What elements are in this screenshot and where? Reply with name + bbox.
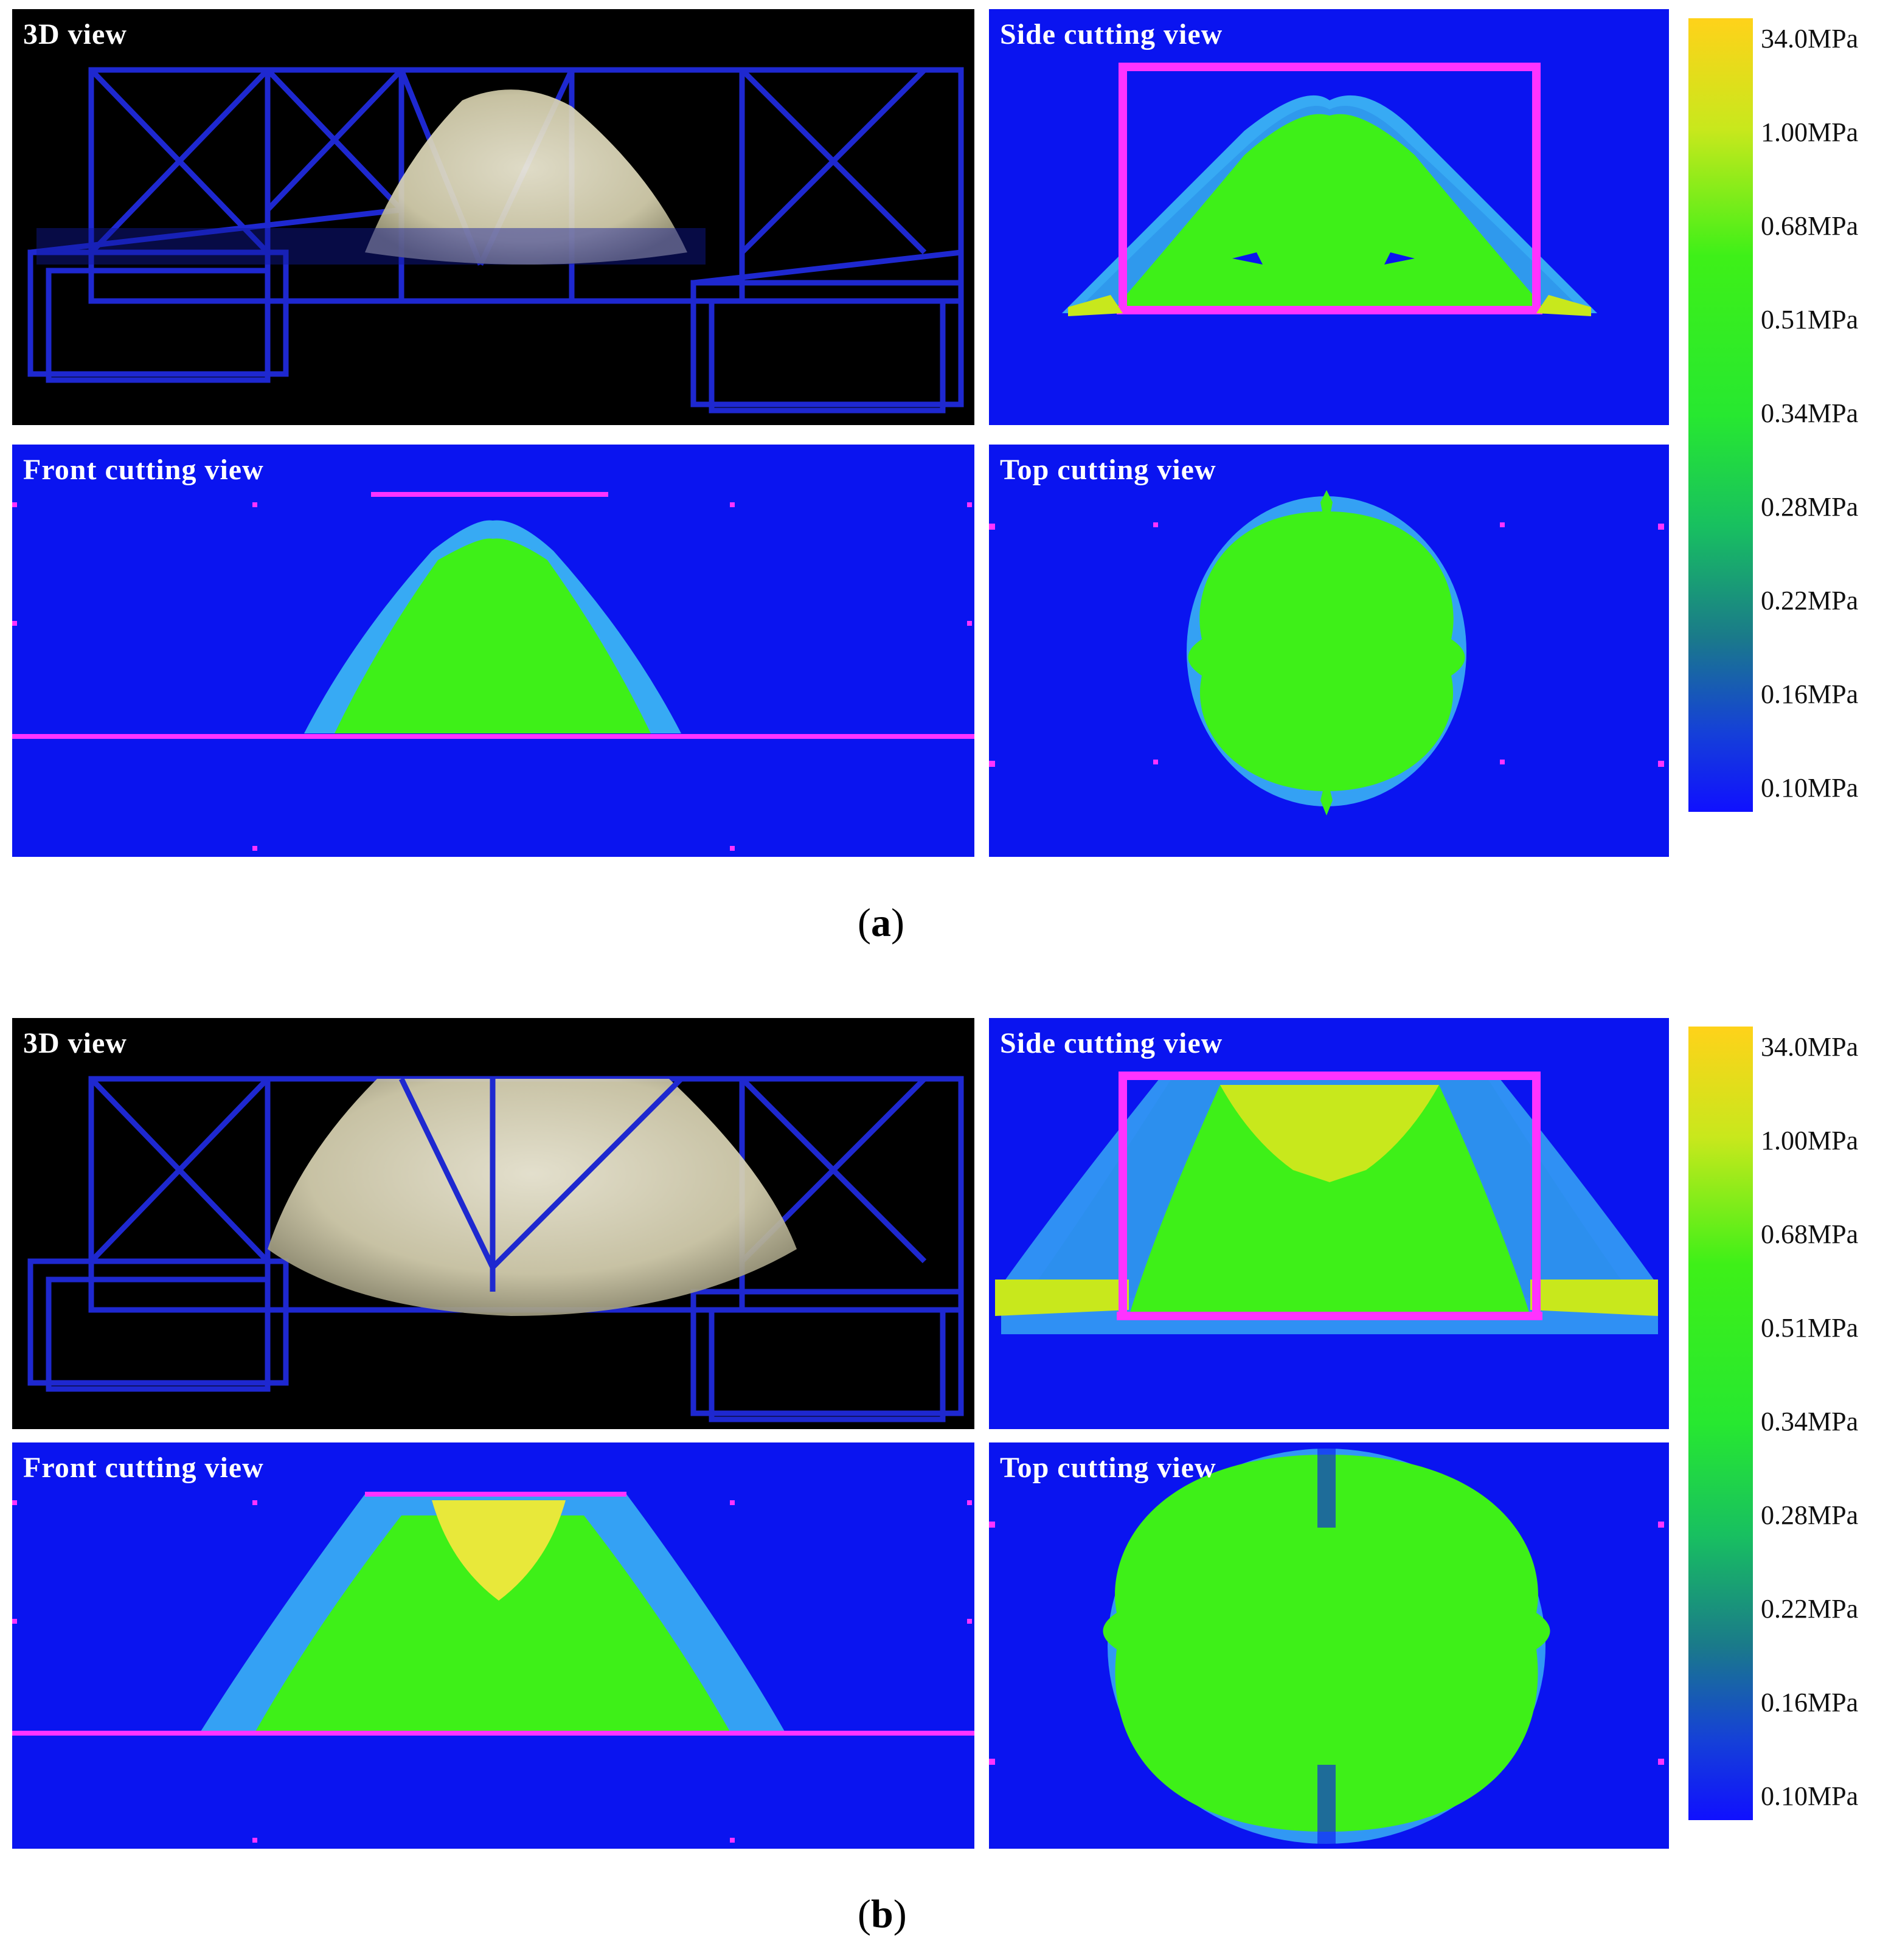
b-tick-7: 0.16MPa bbox=[1761, 1688, 1859, 1717]
panel-b-side-cutting-view: Side cutting view bbox=[989, 1018, 1669, 1429]
a-side-structure-outline bbox=[1117, 63, 1542, 314]
b-tick-0: 34.0MPa bbox=[1761, 1032, 1859, 1062]
b-tick-6: 0.22MPa bbox=[1761, 1594, 1859, 1624]
b-side-pressure-field bbox=[995, 1072, 1658, 1334]
b-tick-4: 0.34MPa bbox=[1761, 1407, 1859, 1436]
a-colorbar bbox=[1688, 18, 1753, 812]
b-top-view-title: Top cutting view bbox=[1000, 1452, 1216, 1484]
b-tick-5: 0.28MPa bbox=[1761, 1500, 1859, 1530]
a-fireball bbox=[365, 89, 687, 265]
a-tick-1: 1.00MPa bbox=[1761, 117, 1859, 147]
a-tick-4: 0.34MPa bbox=[1761, 398, 1859, 428]
a-truss-frame bbox=[27, 67, 964, 414]
panel-a-top-cutting-view: Top cutting view bbox=[989, 445, 1669, 857]
a-front-pressure-field bbox=[12, 492, 974, 851]
panel-a-side-cutting-view: Side cutting view bbox=[989, 9, 1669, 425]
a-tick-0: 34.0MPa bbox=[1761, 24, 1859, 54]
panel-b-top-cutting-view: Top cutting view bbox=[989, 1442, 1669, 1849]
a-tick-3: 0.51MPa bbox=[1761, 305, 1859, 334]
panel-a-3d-view: 3D view bbox=[12, 9, 974, 425]
b-side-structure-outline bbox=[1117, 1072, 1542, 1320]
a-front-view-title: Front cutting view bbox=[23, 454, 264, 486]
caption-a-label: a bbox=[870, 901, 891, 945]
b-tick-3: 0.51MPa bbox=[1761, 1313, 1859, 1343]
b-top-pressure-field bbox=[989, 1442, 1664, 1849]
a-tick-6: 0.22MPa bbox=[1761, 586, 1859, 615]
caption-a: (a) bbox=[858, 901, 904, 945]
b-3d-view-title: 3D view bbox=[23, 1027, 127, 1059]
a-top-pressure-field bbox=[989, 490, 1664, 816]
b-3d-scene bbox=[27, 1076, 964, 1422]
panel-b-3d-view: 3D view bbox=[12, 1018, 974, 1429]
a-tick-5: 0.28MPa bbox=[1761, 492, 1859, 522]
a-3d-scene bbox=[27, 67, 964, 414]
a-tick-8: 0.10MPa bbox=[1761, 773, 1859, 803]
a-side-pressure-field bbox=[1062, 63, 1597, 316]
a-tick-7: 0.16MPa bbox=[1761, 679, 1859, 709]
caption-b-label: b bbox=[870, 1892, 893, 1936]
b-fireball bbox=[268, 1079, 797, 1316]
b-tick-8: 0.10MPa bbox=[1761, 1781, 1859, 1811]
a-top-view-title: Top cutting view bbox=[1000, 454, 1216, 486]
a-tick-2: 0.68MPa bbox=[1761, 211, 1859, 241]
a-3d-view-title: 3D view bbox=[23, 18, 127, 50]
caption-b: (b) bbox=[858, 1892, 907, 1936]
b-tick-1: 1.00MPa bbox=[1761, 1126, 1859, 1155]
b-front-pressure-field bbox=[12, 1492, 974, 1843]
panel-b-front-cutting-view: Front cutting view bbox=[12, 1442, 974, 1849]
a-side-view-title: Side cutting view bbox=[1000, 18, 1223, 50]
b-side-view-title: Side cutting view bbox=[1000, 1027, 1223, 1059]
b-colorbar bbox=[1688, 1027, 1753, 1820]
b-front-view-title: Front cutting view bbox=[23, 1452, 264, 1484]
panel-a-front-cutting-view: Front cutting view bbox=[12, 445, 974, 857]
b-tick-2: 0.68MPa bbox=[1761, 1219, 1859, 1249]
